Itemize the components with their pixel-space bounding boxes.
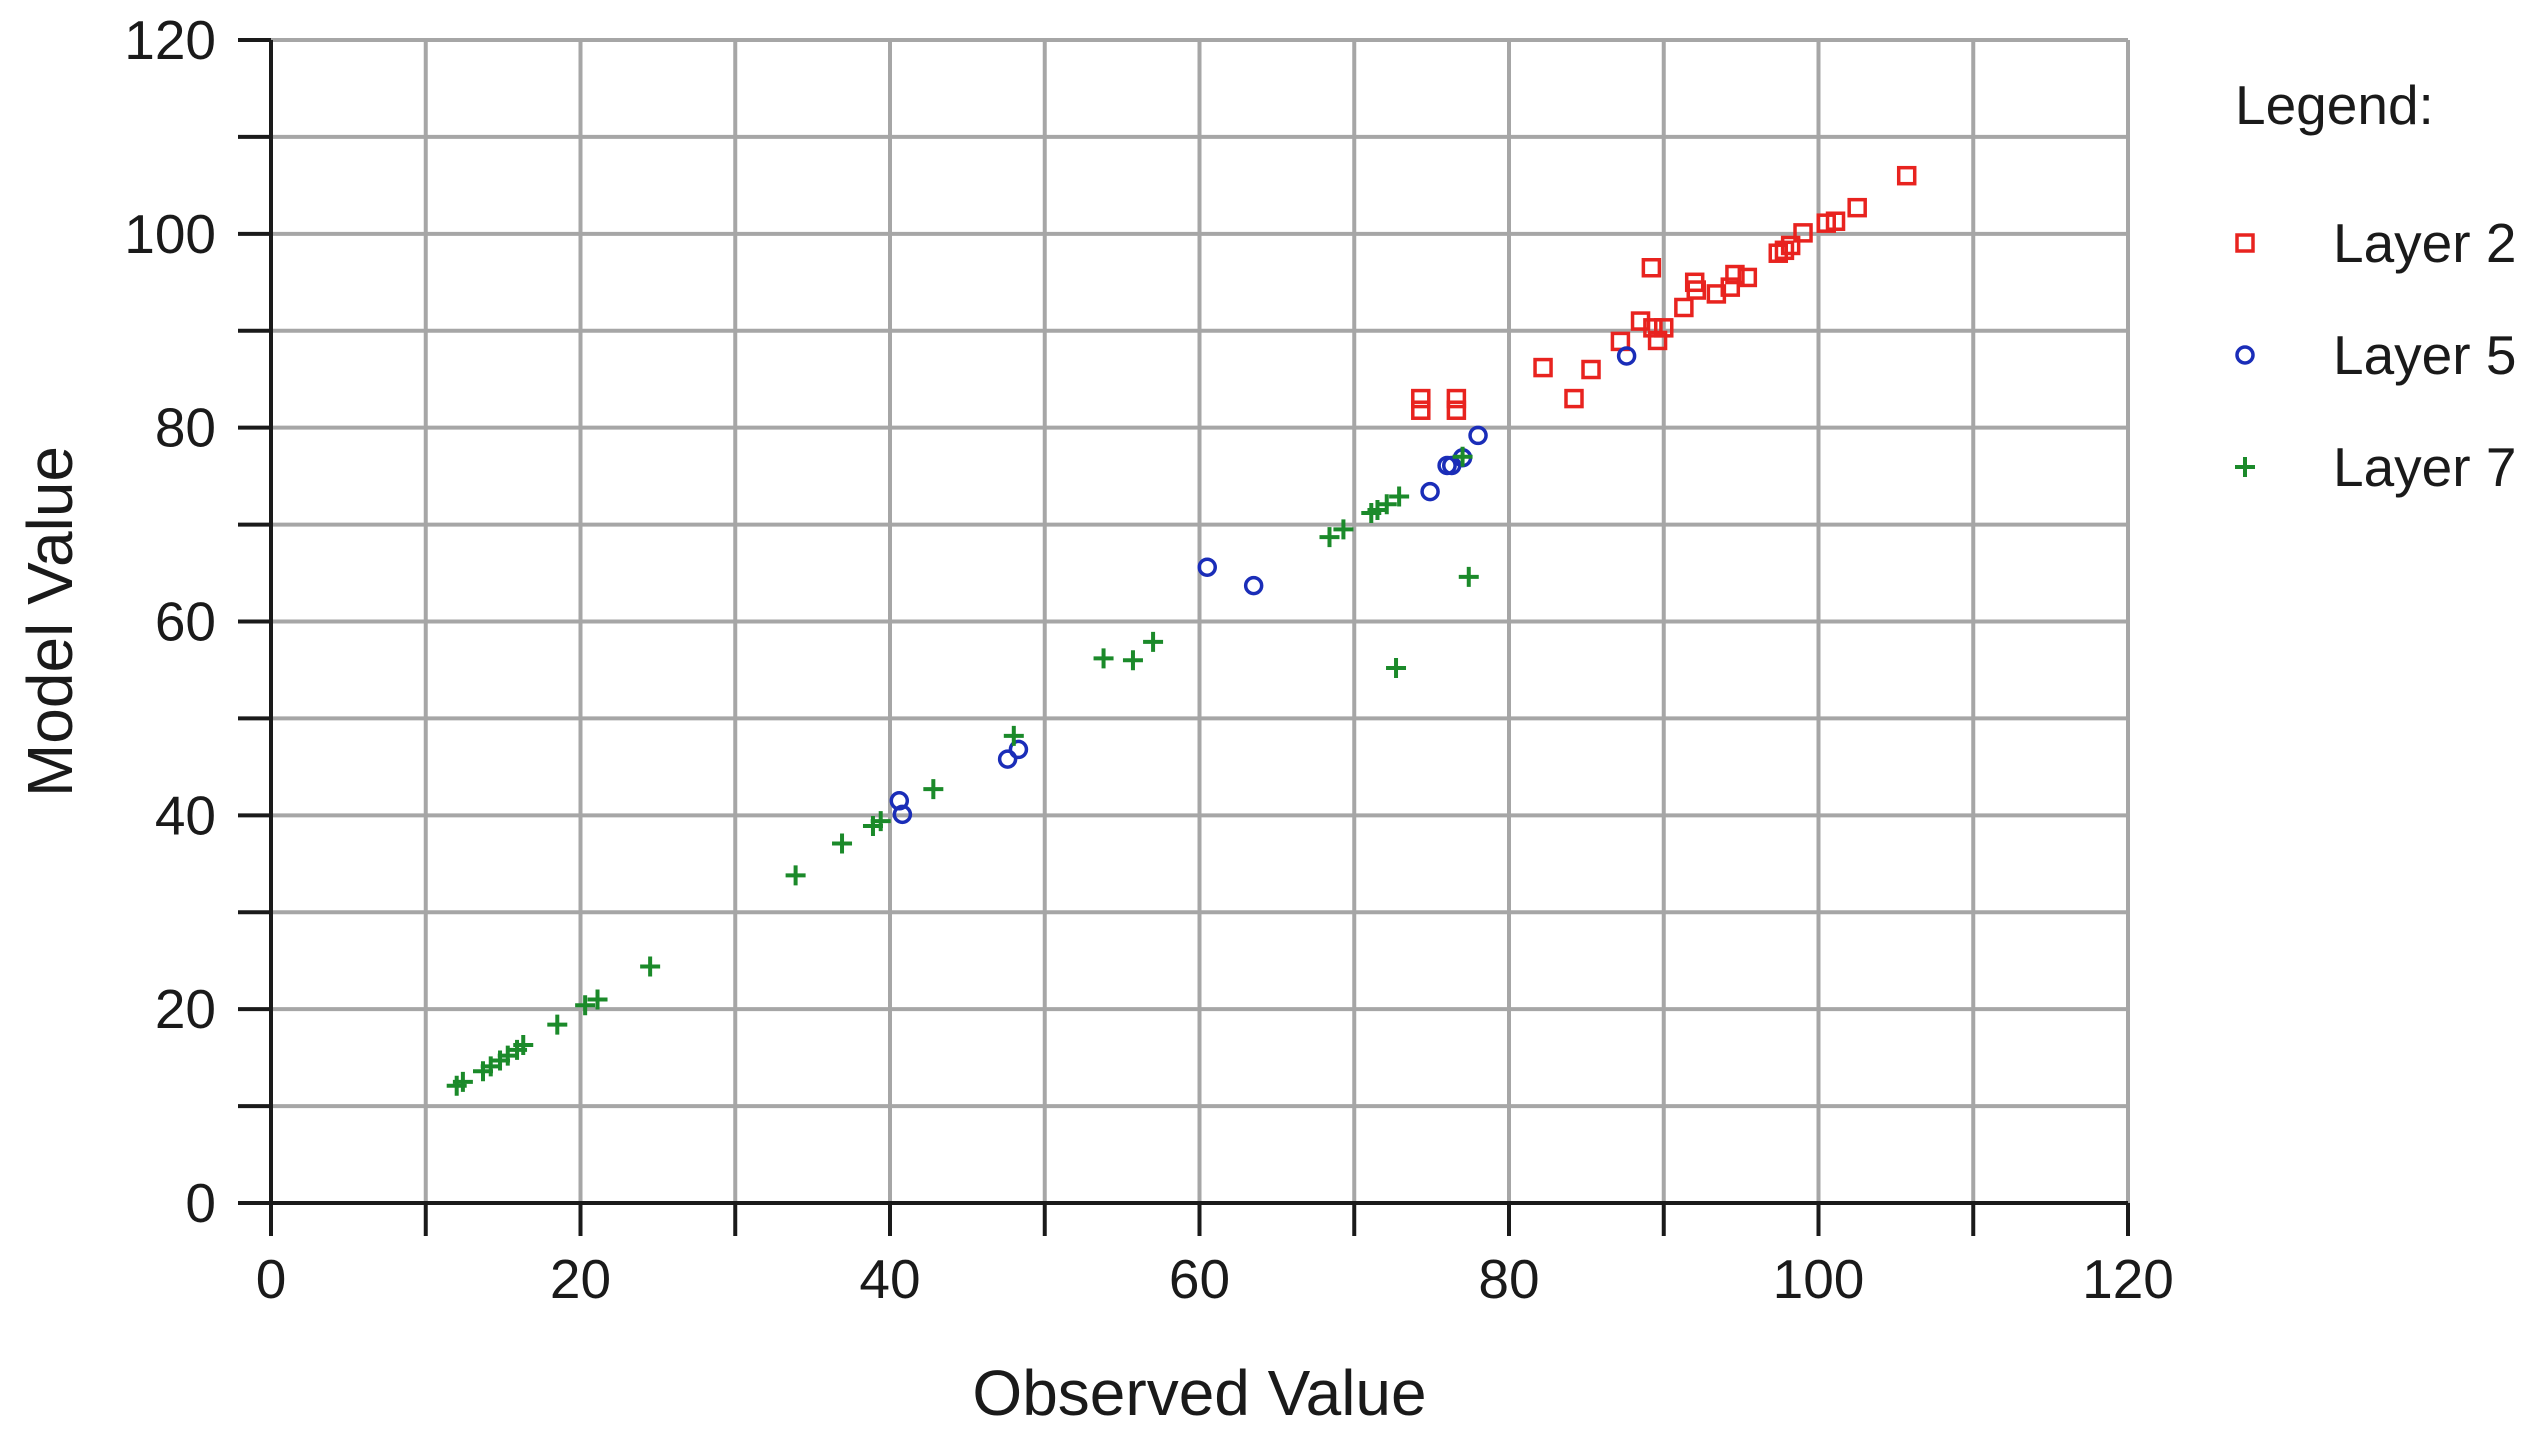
data-point xyxy=(1564,388,1584,409)
data-point xyxy=(1793,223,1813,243)
data-point xyxy=(1093,648,1114,669)
legend-label: Layer 7 xyxy=(2333,436,2516,498)
data-point xyxy=(785,865,806,886)
x-tick-label: 80 xyxy=(1478,1248,1539,1310)
x-axis-title: Observed Value xyxy=(972,1357,1426,1429)
data-point xyxy=(587,989,608,1010)
data-point xyxy=(1243,575,1264,596)
x-tick-label: 100 xyxy=(1773,1248,1865,1310)
y-tick-label: 60 xyxy=(155,591,216,653)
data-point xyxy=(1468,425,1488,446)
data-point xyxy=(1446,388,1467,409)
legend-items: Layer 2 Layer 5 Layer 7 xyxy=(2235,212,2516,498)
y-tick-label: 100 xyxy=(124,203,216,265)
data-point xyxy=(1780,235,1801,256)
x-tick-label: 0 xyxy=(256,1248,287,1310)
data-points xyxy=(446,165,1917,1096)
x-tick-label: 120 xyxy=(2082,1248,2174,1310)
data-point xyxy=(1389,486,1410,507)
data-point xyxy=(1008,739,1029,760)
y-axis-title: Model Value xyxy=(14,446,86,797)
data-point xyxy=(923,779,944,800)
legend-title: Legend: xyxy=(2235,74,2434,136)
data-point xyxy=(1411,400,1431,420)
y-tick-label: 120 xyxy=(124,9,216,71)
data-point xyxy=(1003,725,1024,746)
y-tick-label: 20 xyxy=(155,978,216,1040)
data-point xyxy=(1581,359,1601,380)
data-point xyxy=(513,1035,534,1056)
series-group xyxy=(1411,165,1917,420)
data-point xyxy=(892,804,913,825)
data-point xyxy=(1825,211,1846,231)
data-point xyxy=(1446,400,1467,420)
data-point xyxy=(1737,267,1758,288)
data-point xyxy=(1641,258,1662,278)
data-point xyxy=(1533,357,1553,378)
data-point xyxy=(1725,264,1745,285)
data-point xyxy=(1774,240,1795,261)
legend-marker xyxy=(2235,457,2255,477)
legend-marker xyxy=(2235,345,2255,365)
data-point xyxy=(575,995,596,1016)
x-tick-label: 40 xyxy=(859,1248,920,1310)
legend-label: Layer 5 xyxy=(2333,324,2516,386)
legend-item: Layer 2 xyxy=(2235,212,2516,274)
data-point xyxy=(1376,494,1397,515)
data-point xyxy=(1458,566,1479,587)
data-point xyxy=(1143,631,1164,652)
data-point xyxy=(1654,318,1674,338)
legend: Legend: Layer 2 Layer 5 Layer 7 xyxy=(2235,74,2516,498)
x-tick-label: 60 xyxy=(1169,1248,1230,1310)
data-point xyxy=(452,1071,473,1092)
data-point xyxy=(547,1014,568,1035)
legend-label: Layer 2 xyxy=(2333,212,2516,274)
data-point xyxy=(1197,557,1217,577)
series-group xyxy=(889,346,1637,825)
data-point xyxy=(870,811,891,832)
data-point xyxy=(1411,388,1431,409)
data-point xyxy=(1452,446,1473,467)
data-point xyxy=(640,956,661,977)
y-tick-label: 80 xyxy=(155,397,216,459)
data-point xyxy=(1122,650,1143,671)
legend-item: Layer 7 xyxy=(2235,436,2516,498)
y-tick-label: 0 xyxy=(185,1172,216,1234)
series-group xyxy=(446,446,1479,1096)
data-point xyxy=(1847,197,1867,218)
data-point xyxy=(1647,330,1668,351)
tick-labels: 0 20 40 60 80 100 120 0 20 40 60 80 100 120 xyxy=(124,9,2174,1310)
x-tick-label: 20 xyxy=(550,1248,611,1310)
data-point xyxy=(1686,280,1706,300)
data-point xyxy=(832,833,853,854)
axes xyxy=(238,38,2130,1236)
data-point xyxy=(1643,318,1663,338)
y-tick-label: 40 xyxy=(155,784,216,846)
data-point xyxy=(1386,658,1407,679)
data-point xyxy=(1896,165,1917,186)
data-point xyxy=(1420,481,1440,502)
legend-marker xyxy=(2235,233,2255,253)
data-point xyxy=(1616,346,1637,366)
data-point xyxy=(1333,519,1354,540)
data-point xyxy=(1674,297,1694,318)
legend-item: Layer 5 xyxy=(2235,324,2516,386)
data-point xyxy=(1319,527,1340,548)
data-point xyxy=(997,749,1018,769)
